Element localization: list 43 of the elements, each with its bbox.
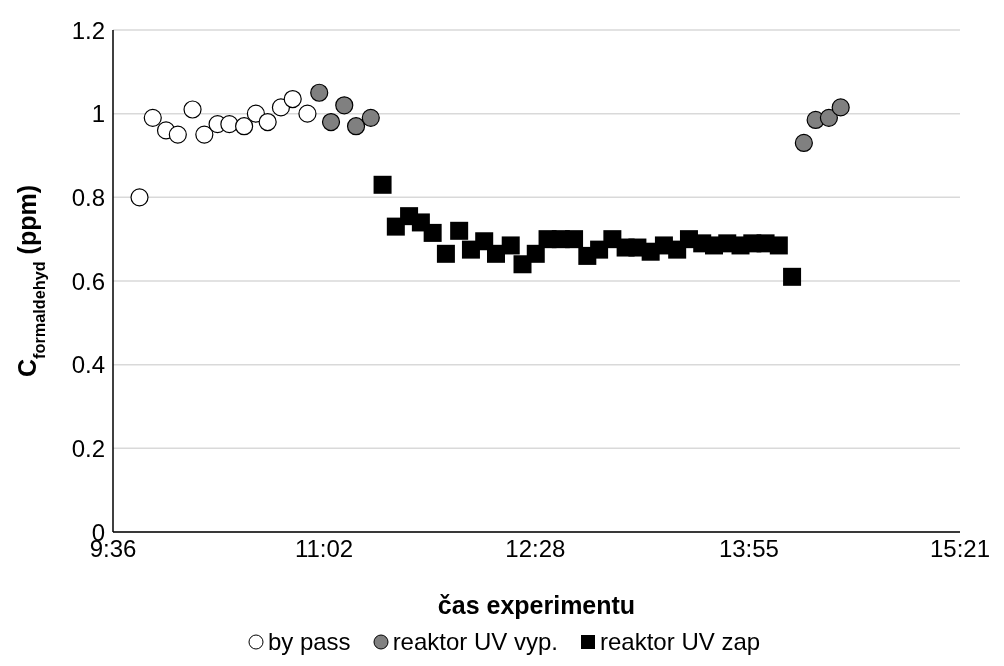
legend-label: by pass — [267, 628, 351, 656]
x-axis-title: čas experimentu — [437, 591, 636, 619]
point — [819, 108, 838, 127]
x-tick-label: 12:28 — [505, 535, 566, 563]
point — [794, 133, 813, 153]
y-tick-label: 0.6 — [71, 267, 105, 295]
point — [298, 104, 317, 123]
x-tick-label: 11:02 — [294, 535, 354, 563]
point — [335, 96, 354, 115]
point — [321, 112, 341, 132]
point — [450, 221, 469, 240]
point — [195, 125, 214, 144]
point — [235, 117, 254, 136]
point — [246, 104, 265, 123]
x-tick-label: 13:55 — [718, 535, 779, 563]
y-tick-label: 1.2 — [71, 16, 105, 44]
x-tick-label: 15:21 — [929, 535, 991, 563]
point — [831, 98, 850, 117]
point — [283, 89, 302, 109]
point — [769, 236, 788, 255]
point — [130, 188, 149, 207]
point — [168, 125, 187, 144]
point — [310, 83, 329, 102]
point — [183, 100, 202, 119]
point — [220, 115, 239, 134]
point — [436, 244, 455, 263]
point — [486, 244, 505, 263]
point — [526, 244, 545, 263]
legend-label: reaktor UV vyp. — [392, 628, 559, 656]
point — [783, 267, 802, 286]
legend-label: reaktor UV zap — [600, 628, 761, 656]
point — [373, 175, 392, 194]
y-tick-label: 0.2 — [71, 434, 105, 462]
y-tick-label: 0.4 — [71, 351, 105, 379]
point — [143, 108, 162, 127]
point — [423, 223, 442, 242]
point — [565, 230, 584, 249]
point — [258, 112, 277, 132]
y-tick-label: 1 — [91, 100, 105, 128]
point — [361, 108, 380, 127]
point — [346, 117, 366, 136]
point — [501, 236, 520, 255]
y-tick-label: 0.8 — [71, 183, 105, 211]
